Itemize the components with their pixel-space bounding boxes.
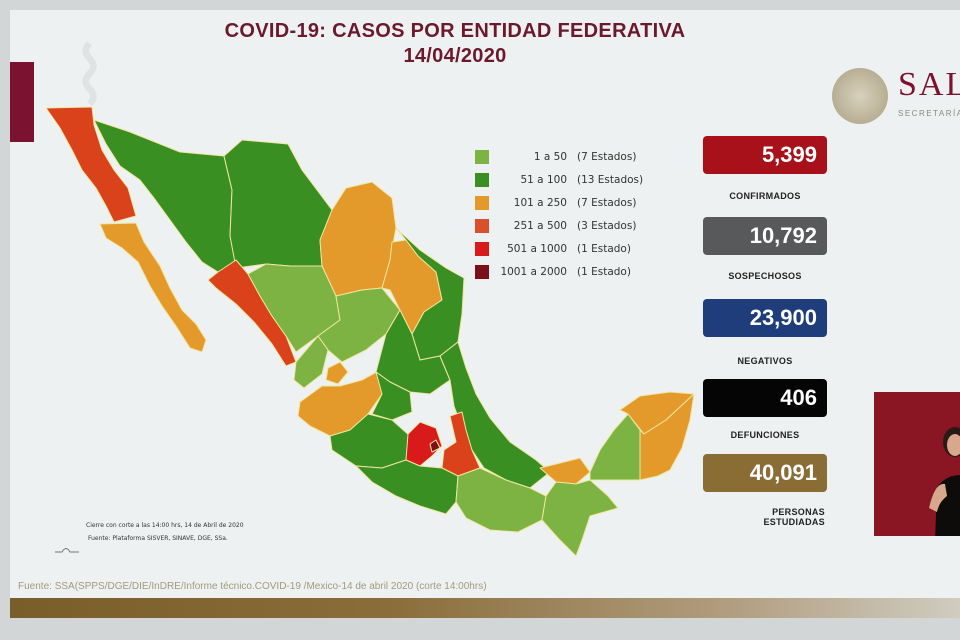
- state-baja-california-sur[interactable]: [99, 222, 207, 353]
- footer-bar: [10, 598, 960, 618]
- state-guerrero[interactable]: [355, 459, 459, 515]
- state-zacatecas[interactable]: [317, 287, 401, 363]
- legend-item: 101 a 250 (7 Estados): [475, 191, 643, 214]
- legend-item: 501 a 1000 (1 Estado): [475, 237, 643, 260]
- confirmed-value: 5,399: [703, 136, 827, 174]
- state-aguascalientes[interactable]: [325, 361, 349, 385]
- coat-of-arms-icon: [832, 68, 888, 124]
- legend-range: 1001 a 2000: [500, 265, 567, 278]
- state-cdmx[interactable]: [429, 439, 441, 453]
- studied-label-line1: PERSONAS: [772, 507, 825, 517]
- legend-swatch: [475, 241, 489, 256]
- legend-item: 1001 a 2000 (1 Estado): [475, 260, 643, 283]
- slide: ⌇ COVID-19: CASOS POR ENTIDAD FEDERATIVA…: [10, 10, 960, 598]
- legend-item: 51 a 100 (13 Estados): [475, 168, 643, 191]
- negative-label: NEGATIVOS: [737, 356, 793, 366]
- suspected-label: SOSPECHOSOS: [728, 271, 802, 281]
- platform-note: Fuente: Plataforma SISVER, SINAVE, DGE, …: [88, 535, 228, 542]
- legend-count: (3 Estados): [577, 219, 637, 232]
- accent-bar: [10, 62, 34, 142]
- suspected-value: 10,792: [703, 217, 827, 255]
- state-chiapas[interactable]: [541, 479, 619, 557]
- logo-text: SAL: [898, 66, 960, 103]
- cutoff-note: Cierre con corte a las 14:00 hrs, 14 de …: [86, 522, 244, 529]
- legend-swatch: [475, 195, 489, 210]
- confirmed-label: CONFIRMADOS: [729, 191, 801, 201]
- state-chihuahua[interactable]: [223, 139, 333, 269]
- legend-swatch: [475, 218, 489, 233]
- interpreter-figure: [929, 427, 960, 536]
- sign-language-interpreter-video: [874, 392, 960, 536]
- state-jalisco[interactable]: [297, 367, 385, 437]
- deaths-value: 406: [703, 379, 827, 417]
- legend-swatch: [475, 264, 489, 279]
- legend-swatch: [475, 149, 489, 164]
- studied-value: 40,091: [703, 454, 827, 492]
- legend-item: 1 a 50 (7 Estados): [475, 145, 643, 168]
- state-guanajuato[interactable]: [371, 371, 413, 421]
- state-sonora[interactable]: [93, 119, 237, 273]
- state-nayarit[interactable]: [293, 335, 329, 389]
- legend-count: (1 Estado): [577, 242, 631, 255]
- legend-item: 251 a 500 (3 Estados): [475, 214, 643, 237]
- studied-label-line2: ESTUDIADAS: [763, 517, 825, 527]
- state-quintana-roo[interactable]: [639, 393, 695, 481]
- state-durango[interactable]: [247, 263, 341, 353]
- state-campeche[interactable]: [589, 413, 641, 481]
- footer-source: Fuente: SSA(SPPS/DGE/DIE/InDRE/Informe t…: [18, 581, 487, 592]
- legend-swatch: [475, 172, 489, 187]
- page-date: 14/04/2020: [403, 45, 507, 67]
- negative-value: 23,900: [703, 299, 827, 337]
- legend-range: 101 a 250: [513, 196, 567, 209]
- legend-count: (7 Estados): [577, 150, 637, 163]
- deaths-label: DEFUNCIONES: [730, 430, 800, 440]
- state-tabasco[interactable]: [539, 457, 591, 485]
- legend-count: (13 Estados): [577, 173, 644, 186]
- legend-count: (1 Estado): [577, 265, 631, 278]
- logo-subtitle: SECRETARÍA: [898, 109, 960, 118]
- legend-range: 251 a 500: [513, 219, 567, 232]
- legend-range: 51 a 100: [520, 173, 567, 186]
- map-legend: 1 a 50 (7 Estados) 51 a 100 (13 Estados)…: [475, 145, 643, 283]
- mexico-map: [45, 106, 695, 557]
- wave-icon: [55, 548, 79, 553]
- state-baja-california[interactable]: [45, 106, 137, 223]
- legend-range: 1 a 50: [533, 150, 567, 163]
- legend-range: 501 a 1000: [507, 242, 567, 255]
- legend-count: (7 Estados): [577, 196, 637, 209]
- page-title: COVID-19: CASOS POR ENTIDAD FEDERATIVA: [224, 20, 686, 42]
